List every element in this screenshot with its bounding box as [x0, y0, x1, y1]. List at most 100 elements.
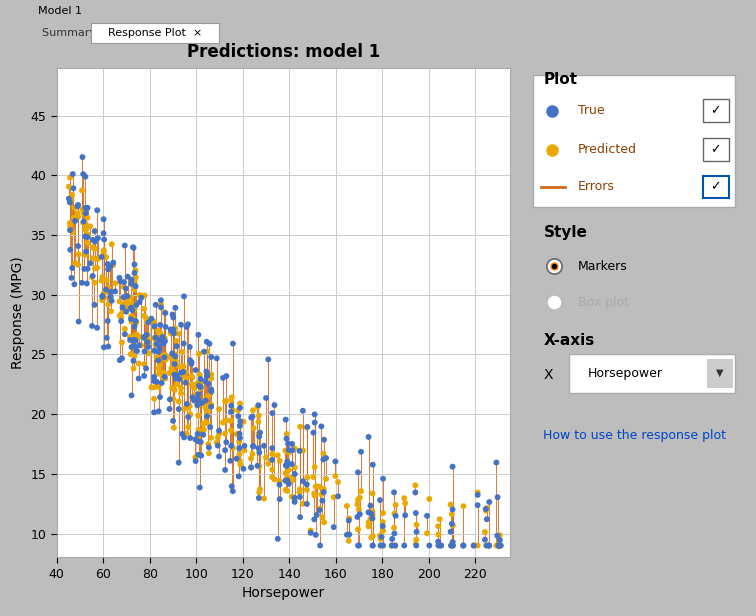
Point: [118, 299, 130, 309]
Point: [297, 499, 309, 509]
Point: [166, 361, 178, 371]
Point: [266, 449, 278, 459]
Point: [119, 293, 131, 303]
Point: [354, 493, 366, 503]
Point: [166, 349, 178, 359]
FancyBboxPatch shape: [569, 354, 735, 393]
Point: [253, 487, 265, 497]
Point: [342, 516, 355, 525]
Point: [153, 341, 165, 351]
Point: [316, 496, 328, 506]
Point: [92, 233, 104, 243]
Point: [148, 322, 160, 331]
Point: [135, 293, 147, 302]
Point: [194, 381, 206, 391]
Point: [142, 342, 154, 352]
Point: [86, 321, 98, 331]
Point: [245, 463, 257, 472]
Point: [160, 308, 172, 318]
Point: [128, 317, 140, 327]
Point: [483, 541, 495, 551]
Point: [447, 541, 459, 551]
Point: [82, 203, 94, 213]
Point: [352, 468, 364, 477]
Point: [87, 242, 99, 252]
Point: [253, 411, 265, 421]
Point: [92, 254, 104, 264]
Point: [421, 529, 433, 538]
Point: [367, 460, 379, 469]
Point: [148, 333, 160, 343]
Point: [89, 237, 101, 246]
Point: [169, 323, 181, 333]
Point: [308, 491, 321, 501]
Point: [178, 430, 190, 440]
Point: [63, 182, 75, 192]
Point: [82, 232, 94, 242]
Point: [116, 307, 129, 317]
Point: [493, 541, 505, 551]
Point: [411, 541, 423, 551]
Point: [294, 513, 306, 522]
Point: [125, 342, 138, 352]
Point: [178, 403, 190, 413]
Text: ✓: ✓: [711, 104, 721, 118]
Point: [203, 401, 215, 411]
Point: [67, 213, 79, 223]
Point: [219, 429, 231, 439]
Point: [155, 368, 167, 378]
Point: [187, 392, 199, 402]
Point: [493, 539, 505, 549]
Point: [342, 536, 355, 546]
Point: [194, 438, 206, 448]
Point: [389, 509, 401, 519]
Point: [297, 476, 309, 486]
Point: [205, 402, 217, 411]
Point: [253, 432, 265, 442]
Point: [493, 541, 505, 551]
Point: [234, 460, 246, 469]
Point: [233, 444, 245, 453]
Point: [119, 304, 132, 314]
Point: [234, 416, 246, 426]
Point: [173, 374, 185, 384]
Point: [367, 488, 379, 498]
Point: [172, 458, 184, 468]
Point: [95, 252, 107, 262]
Point: [389, 500, 401, 510]
Point: [129, 336, 141, 346]
Point: [234, 403, 246, 413]
Point: [200, 395, 212, 405]
Point: [184, 401, 196, 411]
FancyBboxPatch shape: [533, 75, 735, 206]
Point: [447, 537, 459, 547]
Point: [113, 296, 125, 306]
Point: [96, 272, 108, 282]
Point: [177, 362, 189, 371]
Point: [96, 292, 108, 302]
Point: [157, 338, 169, 348]
Point: [266, 443, 278, 453]
Point: [432, 541, 445, 551]
Point: [67, 184, 79, 193]
Point: [167, 416, 179, 426]
Point: [130, 300, 142, 310]
Point: [253, 429, 265, 439]
Point: [282, 478, 294, 488]
Point: [227, 443, 239, 453]
Point: [128, 243, 140, 253]
Point: [311, 482, 323, 492]
Point: [91, 254, 103, 264]
Point: [72, 201, 84, 211]
Point: [171, 341, 183, 351]
Point: [129, 275, 141, 285]
Point: [301, 485, 313, 495]
Point: [447, 541, 459, 551]
Point: [225, 407, 237, 417]
Point: [213, 426, 225, 436]
Point: [247, 441, 259, 451]
Point: [67, 169, 79, 179]
Point: [227, 486, 239, 496]
Point: [125, 279, 138, 289]
Point: [445, 541, 457, 551]
